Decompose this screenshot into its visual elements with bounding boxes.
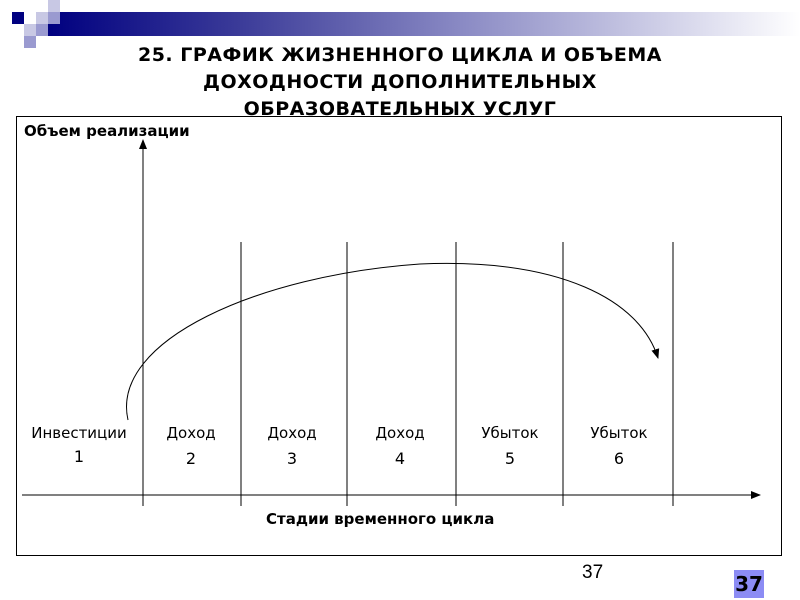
title-line: ДОХОДНОСТИ ДОПОЛНИТЕЛЬНЫХ	[203, 71, 597, 93]
decor-square	[24, 36, 36, 48]
decor-square	[48, 12, 60, 24]
x-axis-label: Стадии временного цикла	[266, 510, 495, 528]
lifecycle-curve	[126, 262, 660, 421]
diagram-frame	[16, 116, 782, 556]
stage-label: Убыток	[481, 424, 539, 442]
stage-label: Инвестиции	[31, 424, 127, 442]
stage-label: Убыток	[590, 424, 648, 442]
title-line: ОБРАЗОВАТЕЛЬНЫХ УСЛУГ	[243, 98, 557, 120]
stage-number: 3	[286, 449, 298, 468]
stage-number: 4	[394, 449, 406, 468]
stage-number: 5	[504, 449, 516, 468]
decor-square	[24, 24, 36, 36]
stage-label: Доход	[166, 424, 216, 442]
title-line: 25. ГРАФИК ЖИЗНЕННОГО ЦИКЛА И ОБЪЕМА	[137, 44, 662, 66]
decor-square	[48, 0, 60, 12]
stage-number: 2	[185, 449, 197, 468]
page-number: 37	[582, 562, 604, 583]
stage-number: 1	[73, 447, 85, 466]
decor-square	[36, 24, 48, 36]
decor-square	[12, 12, 24, 24]
stage-number: 6	[613, 449, 625, 468]
decor-square	[36, 12, 48, 24]
slide-title: 25. ГРАФИК ЖИЗНЕННОГО ЦИКЛА И ОБЪЕМА ДОХ…	[60, 42, 740, 123]
stage-label: Доход	[267, 424, 317, 442]
header-gradient-band	[48, 12, 800, 36]
stage-label: Доход	[375, 424, 425, 442]
page-badge: 37	[734, 570, 764, 598]
y-axis-label: Объем реализации	[24, 122, 190, 140]
